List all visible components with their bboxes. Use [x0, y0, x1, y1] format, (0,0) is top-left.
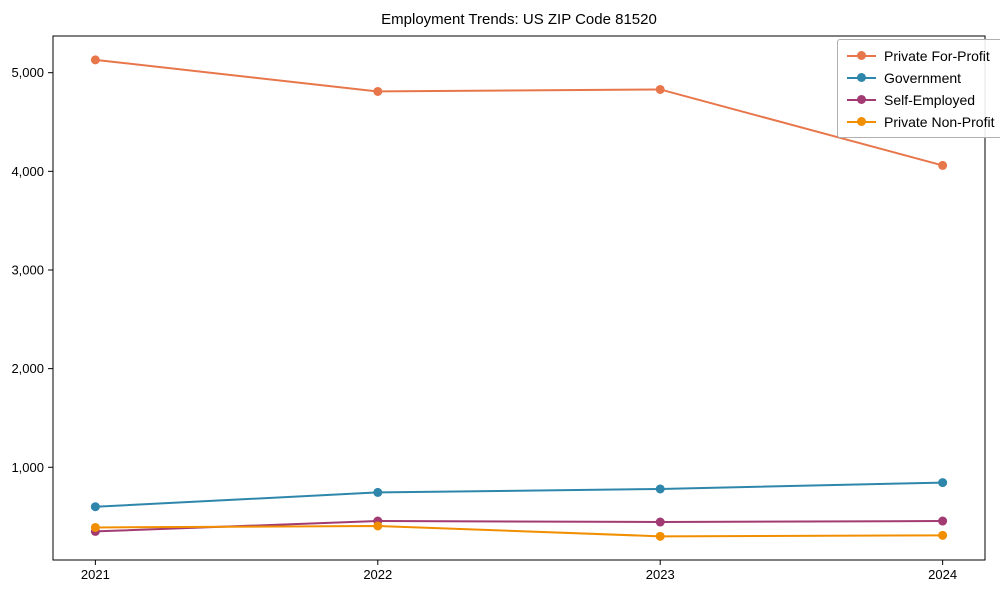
series-line-government [95, 481, 943, 508]
series-marker-private-for-profit [90, 55, 100, 65]
series-line-private-non-profit [95, 524, 943, 538]
legend-item: Government [847, 67, 994, 88]
legend: Private For-Profit Government Self-Employe… [837, 39, 1000, 138]
legend-label: Self-Employed [884, 91, 976, 108]
legend-label: Government [884, 69, 962, 86]
series-marker-government [655, 484, 665, 494]
x-tick-label: 2024 [928, 567, 957, 582]
series-marker-self-employed [938, 516, 948, 526]
series-marker-private-non-profit [938, 530, 948, 540]
y-tick-label: 5,000 [11, 65, 44, 80]
series-line-private-for-profit [95, 58, 943, 167]
series-marker-government [938, 478, 948, 488]
series-marker-private-non-profit [373, 521, 383, 531]
series-marker-private-for-profit [655, 84, 665, 94]
y-tick-label: 3,000 [11, 262, 44, 277]
legend-marker-icon [847, 95, 876, 104]
legend-marker-icon [847, 51, 876, 60]
series-marker-government [90, 502, 100, 512]
axes-frame [52, 35, 986, 561]
y-tick-label: 2,000 [11, 361, 44, 376]
legend-label: Private For-Profit [884, 47, 990, 64]
legend-item: Private Non-Profit [847, 111, 994, 132]
series-marker-private-non-profit [655, 531, 665, 541]
legend-item: Private For-Profit [847, 45, 994, 66]
series-marker-government [373, 487, 383, 497]
legend-item: Self-Employed [847, 89, 994, 110]
series-marker-private-for-profit [938, 160, 948, 170]
legend-label: Private Non-Profit [884, 113, 995, 130]
y-tick-label: 1,000 [11, 460, 44, 475]
y-tick-label: 4,000 [11, 164, 44, 179]
chart-title: Employment Trends: US ZIP Code 81520 [381, 11, 657, 28]
x-tick-label: 2021 [81, 567, 110, 582]
legend-marker-icon [847, 73, 876, 82]
series-marker-self-employed [655, 517, 665, 527]
series-marker-private-non-profit [90, 522, 100, 532]
x-tick-label: 2023 [646, 567, 675, 582]
x-tick-label: 2022 [363, 567, 392, 582]
legend-marker-icon [847, 117, 876, 126]
series-marker-private-for-profit [373, 86, 383, 96]
